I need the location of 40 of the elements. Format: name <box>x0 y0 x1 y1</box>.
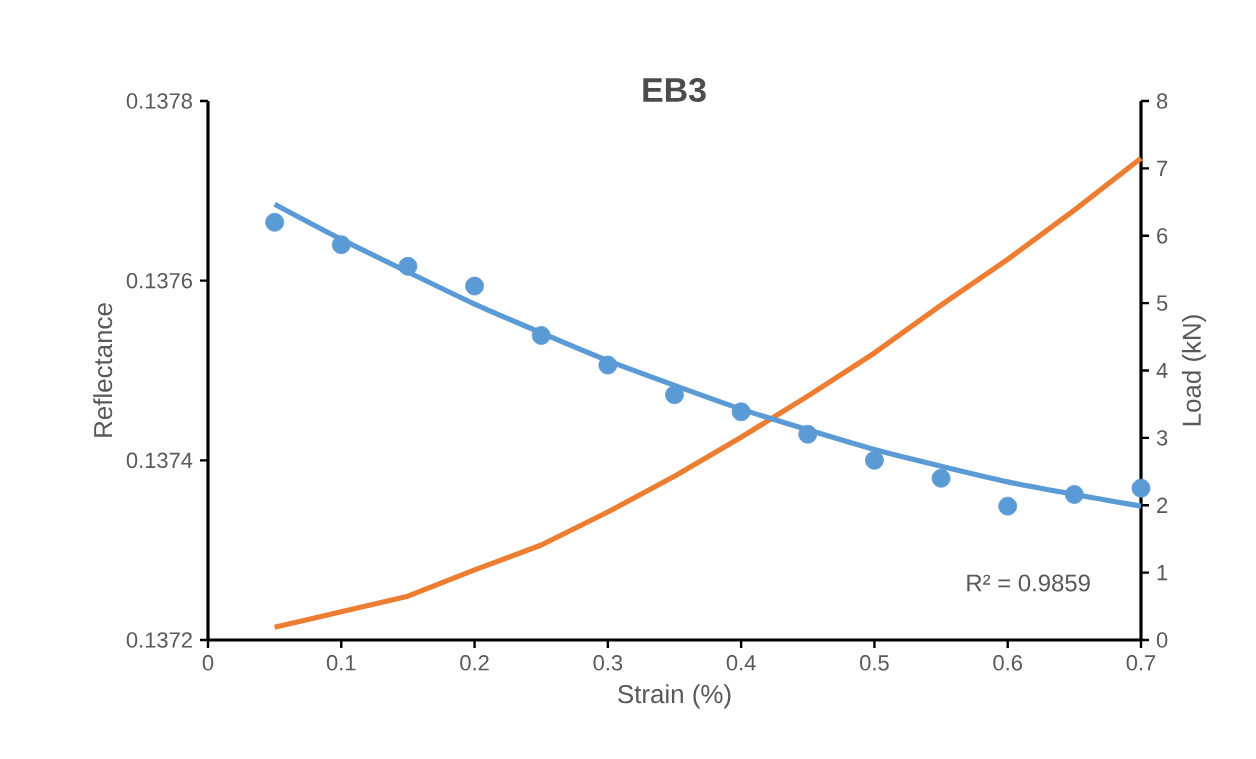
point <box>665 385 684 405</box>
x-tick-label: 0.1 <box>326 655 356 671</box>
y2-tick-label: 4 <box>1156 362 1168 379</box>
x-tick-label: 0.7 <box>1126 655 1156 671</box>
y2-axis-title: Load (kN) <box>1181 315 1207 426</box>
point <box>598 355 618 375</box>
x-tick-label: 0.6 <box>993 655 1022 671</box>
x-tick-label: 0.4 <box>726 655 756 671</box>
y2-tick-label: 8 <box>1156 93 1168 109</box>
point <box>465 276 484 296</box>
y-tick-label: 0.1378 <box>126 93 192 109</box>
point <box>1064 485 1084 504</box>
point <box>931 468 951 488</box>
point <box>998 496 1018 516</box>
point <box>265 212 285 232</box>
y2-tick-label: 1 <box>1157 565 1168 581</box>
y-axis-title: Reflectance <box>93 303 113 437</box>
point <box>398 256 418 276</box>
y2-tick-label: 3 <box>1156 430 1168 446</box>
x-tick-label: 0.2 <box>460 655 489 671</box>
point <box>865 450 884 470</box>
annotation: R² = 0.9859 <box>967 574 1090 592</box>
point <box>1131 478 1151 498</box>
x-tick-label: 0.5 <box>860 655 889 671</box>
x-tick-label: 0 <box>202 655 214 671</box>
point <box>331 235 351 255</box>
x-axis-title: Strain (%) <box>618 684 731 709</box>
y2-tick-label: 5 <box>1156 295 1168 311</box>
chart-title: EB3 <box>643 78 706 103</box>
point <box>731 402 751 422</box>
y2-tick-label: 6 <box>1157 228 1168 244</box>
point <box>798 424 818 444</box>
y2-tick-label: 2 <box>1157 497 1168 513</box>
x-tick-label: 0.3 <box>593 655 623 671</box>
y-tick-label: 0.1372 <box>126 632 192 648</box>
y-tick-label: 0.1374 <box>126 452 193 469</box>
y2-tick-label: 7 <box>1157 160 1168 176</box>
y2-tick-label: 0 <box>1156 632 1168 648</box>
y-tick-label: 0.1376 <box>126 272 192 289</box>
point <box>531 326 551 345</box>
